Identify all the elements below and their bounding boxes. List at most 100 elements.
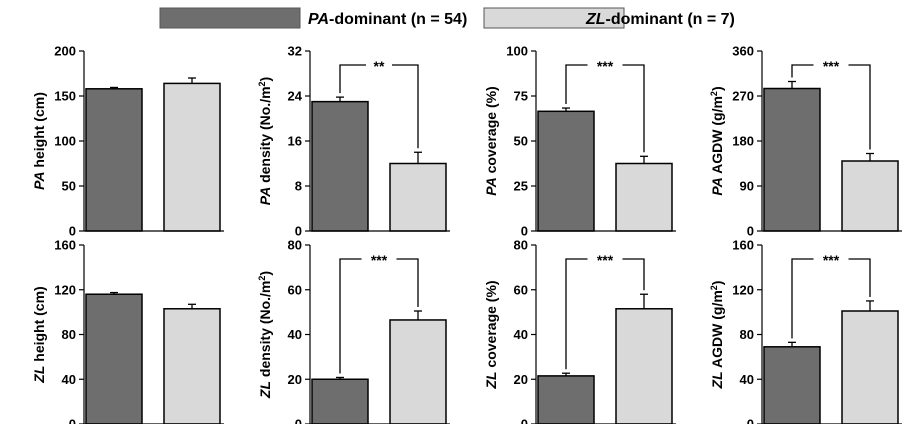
significance-bracket: *** xyxy=(339,251,419,374)
significance-label: *** xyxy=(823,58,840,74)
y-axis-title-sup: 2 xyxy=(257,81,267,86)
y-axis-title-end: ) xyxy=(709,281,725,286)
y-tick-label: 180 xyxy=(732,134,754,149)
y-tick-label: 16 xyxy=(288,134,302,149)
legend: PA-dominant (n = 54) ZL-dominant (n = 7) xyxy=(159,7,735,29)
y-axis-title: ZL AGDW (g/m2) xyxy=(709,281,725,390)
y-axis-title-end: ) xyxy=(257,77,273,82)
y-tick-label: 0 xyxy=(295,417,302,424)
significance-label: *** xyxy=(597,58,614,74)
y-axis-title: PA density (No./m2) xyxy=(257,77,273,205)
panel-zl-3: 0 20 40 60 80 ZL coverage (%) *** xyxy=(483,238,676,424)
significance-bg xyxy=(813,57,849,73)
significance-bracket: *** xyxy=(791,57,871,150)
y-axis-title-text: AGDW (g/m xyxy=(709,290,725,371)
bar-zl-dominant xyxy=(389,319,447,424)
y-tick-label: 0 xyxy=(747,224,754,239)
bar-pa-dominant xyxy=(85,88,143,232)
panel-pa-2: 0 8 16 24 32 PA density (No./m2) ** xyxy=(257,44,450,239)
y-tick-label: 120 xyxy=(54,282,76,297)
y-axis-title-text: AGDW (g/m xyxy=(709,96,725,177)
y-axis-title: PA height (cm) xyxy=(31,92,47,190)
significance-bracket: *** xyxy=(565,251,645,370)
bar-pa-dominant xyxy=(311,100,369,232)
y-tick-label: 270 xyxy=(732,89,754,104)
bar-zl-dominant xyxy=(615,308,673,424)
y-tick-label: 50 xyxy=(62,179,76,194)
y-axis-title-text: coverage (%) xyxy=(483,280,499,371)
y-tick-label: 120 xyxy=(732,282,754,297)
y-axis-title-prefix: PA xyxy=(709,177,725,195)
panel-zl-4: 0 40 80 120 160 ZL AGDW (g/m2) *** xyxy=(709,238,902,424)
y-tick-label: 200 xyxy=(54,44,76,59)
bar-pa-dominant xyxy=(537,110,595,232)
y-axis-title: ZL height (cm) xyxy=(31,286,47,383)
y-axis-title-sup: 2 xyxy=(257,276,267,281)
significance-label: *** xyxy=(823,252,840,268)
bar-zl-dominant xyxy=(163,82,221,232)
y-tick-label: 0 xyxy=(747,417,754,424)
y-tick-label: 0 xyxy=(521,224,528,239)
significance-bracket: *** xyxy=(565,57,645,153)
y-tick-label: 0 xyxy=(521,417,528,424)
y-tick-label: 40 xyxy=(288,327,302,342)
y-tick-label: 50 xyxy=(514,134,528,149)
y-axis-title-prefix: ZL xyxy=(709,371,725,389)
y-tick-label: 8 xyxy=(295,179,302,194)
y-tick-label: 40 xyxy=(514,327,528,342)
panel-zl-2: 0 20 40 60 80 ZL density (No./m2) *** xyxy=(257,238,450,424)
significance-bg xyxy=(587,251,623,267)
y-tick-label: 80 xyxy=(62,327,76,342)
y-tick-label: 25 xyxy=(514,179,528,194)
bar-zl-dominant xyxy=(163,308,221,424)
y-tick-label: 360 xyxy=(732,44,754,59)
legend-item-pa: PA-dominant (n = 54) xyxy=(159,7,467,29)
y-tick-label: 60 xyxy=(288,282,302,297)
legend-label-suffix: -dominant (n = 54) xyxy=(329,11,467,28)
y-axis-title: PA AGDW (g/m2) xyxy=(709,86,725,195)
bar-zl-dominant xyxy=(841,160,899,232)
y-tick-label: 75 xyxy=(514,89,528,104)
y-axis-title-end: ) xyxy=(257,271,273,276)
significance-bg xyxy=(587,57,623,73)
bar-zl-dominant xyxy=(615,162,673,232)
legend-swatch xyxy=(159,7,301,29)
legend-label-prefix: PA xyxy=(308,11,329,28)
y-tick-label: 40 xyxy=(62,372,76,387)
y-tick-label: 160 xyxy=(732,238,754,253)
y-tick-label: 0 xyxy=(69,224,76,239)
significance-bracket: *** xyxy=(791,251,871,339)
y-tick-label: 80 xyxy=(288,238,302,253)
panel-zl-1: 0 40 80 120 160 ZL height (cm) xyxy=(31,238,224,424)
y-tick-label: 20 xyxy=(288,372,302,387)
panel-pa-4: 0 90 180 270 360 PA AGDW (g/m2) *** xyxy=(709,44,902,239)
y-axis-title-prefix: ZL xyxy=(483,371,499,389)
y-tick-label: 0 xyxy=(69,417,76,424)
y-tick-label: 90 xyxy=(740,179,754,194)
y-axis-title-sup: 2 xyxy=(709,285,719,290)
y-axis-title: ZL density (No./m2) xyxy=(257,271,273,399)
y-axis-title-prefix: PA xyxy=(257,187,273,205)
y-tick-label: 20 xyxy=(514,372,528,387)
bar-pa-dominant xyxy=(311,378,369,424)
legend-item-zl: ZL-dominant (n = 7) xyxy=(483,7,735,29)
legend-swatch xyxy=(483,7,625,29)
y-axis-title-prefix: ZL xyxy=(31,366,47,384)
panel-pa-3: 0 25 50 75 100 PA coverage (%) *** xyxy=(483,44,676,239)
significance-label: *** xyxy=(597,252,614,268)
bar-pa-dominant xyxy=(763,346,821,424)
y-tick-label: 24 xyxy=(288,89,303,104)
y-axis-title-text: density (No./m xyxy=(257,86,273,186)
legend-label: PA-dominant (n = 54) xyxy=(308,11,467,28)
significance-bracket: ** xyxy=(339,57,419,149)
y-tick-label: 100 xyxy=(54,134,76,149)
y-tick-label: 150 xyxy=(54,89,76,104)
y-axis-title-text: coverage (%) xyxy=(483,86,499,177)
y-axis-title-text: height (cm) xyxy=(31,92,47,171)
legend-label-prefix: ZL xyxy=(585,11,606,28)
y-tick-label: 80 xyxy=(514,238,528,253)
y-axis-title-sup: 2 xyxy=(709,91,719,96)
y-axis-title-prefix: PA xyxy=(483,177,499,195)
